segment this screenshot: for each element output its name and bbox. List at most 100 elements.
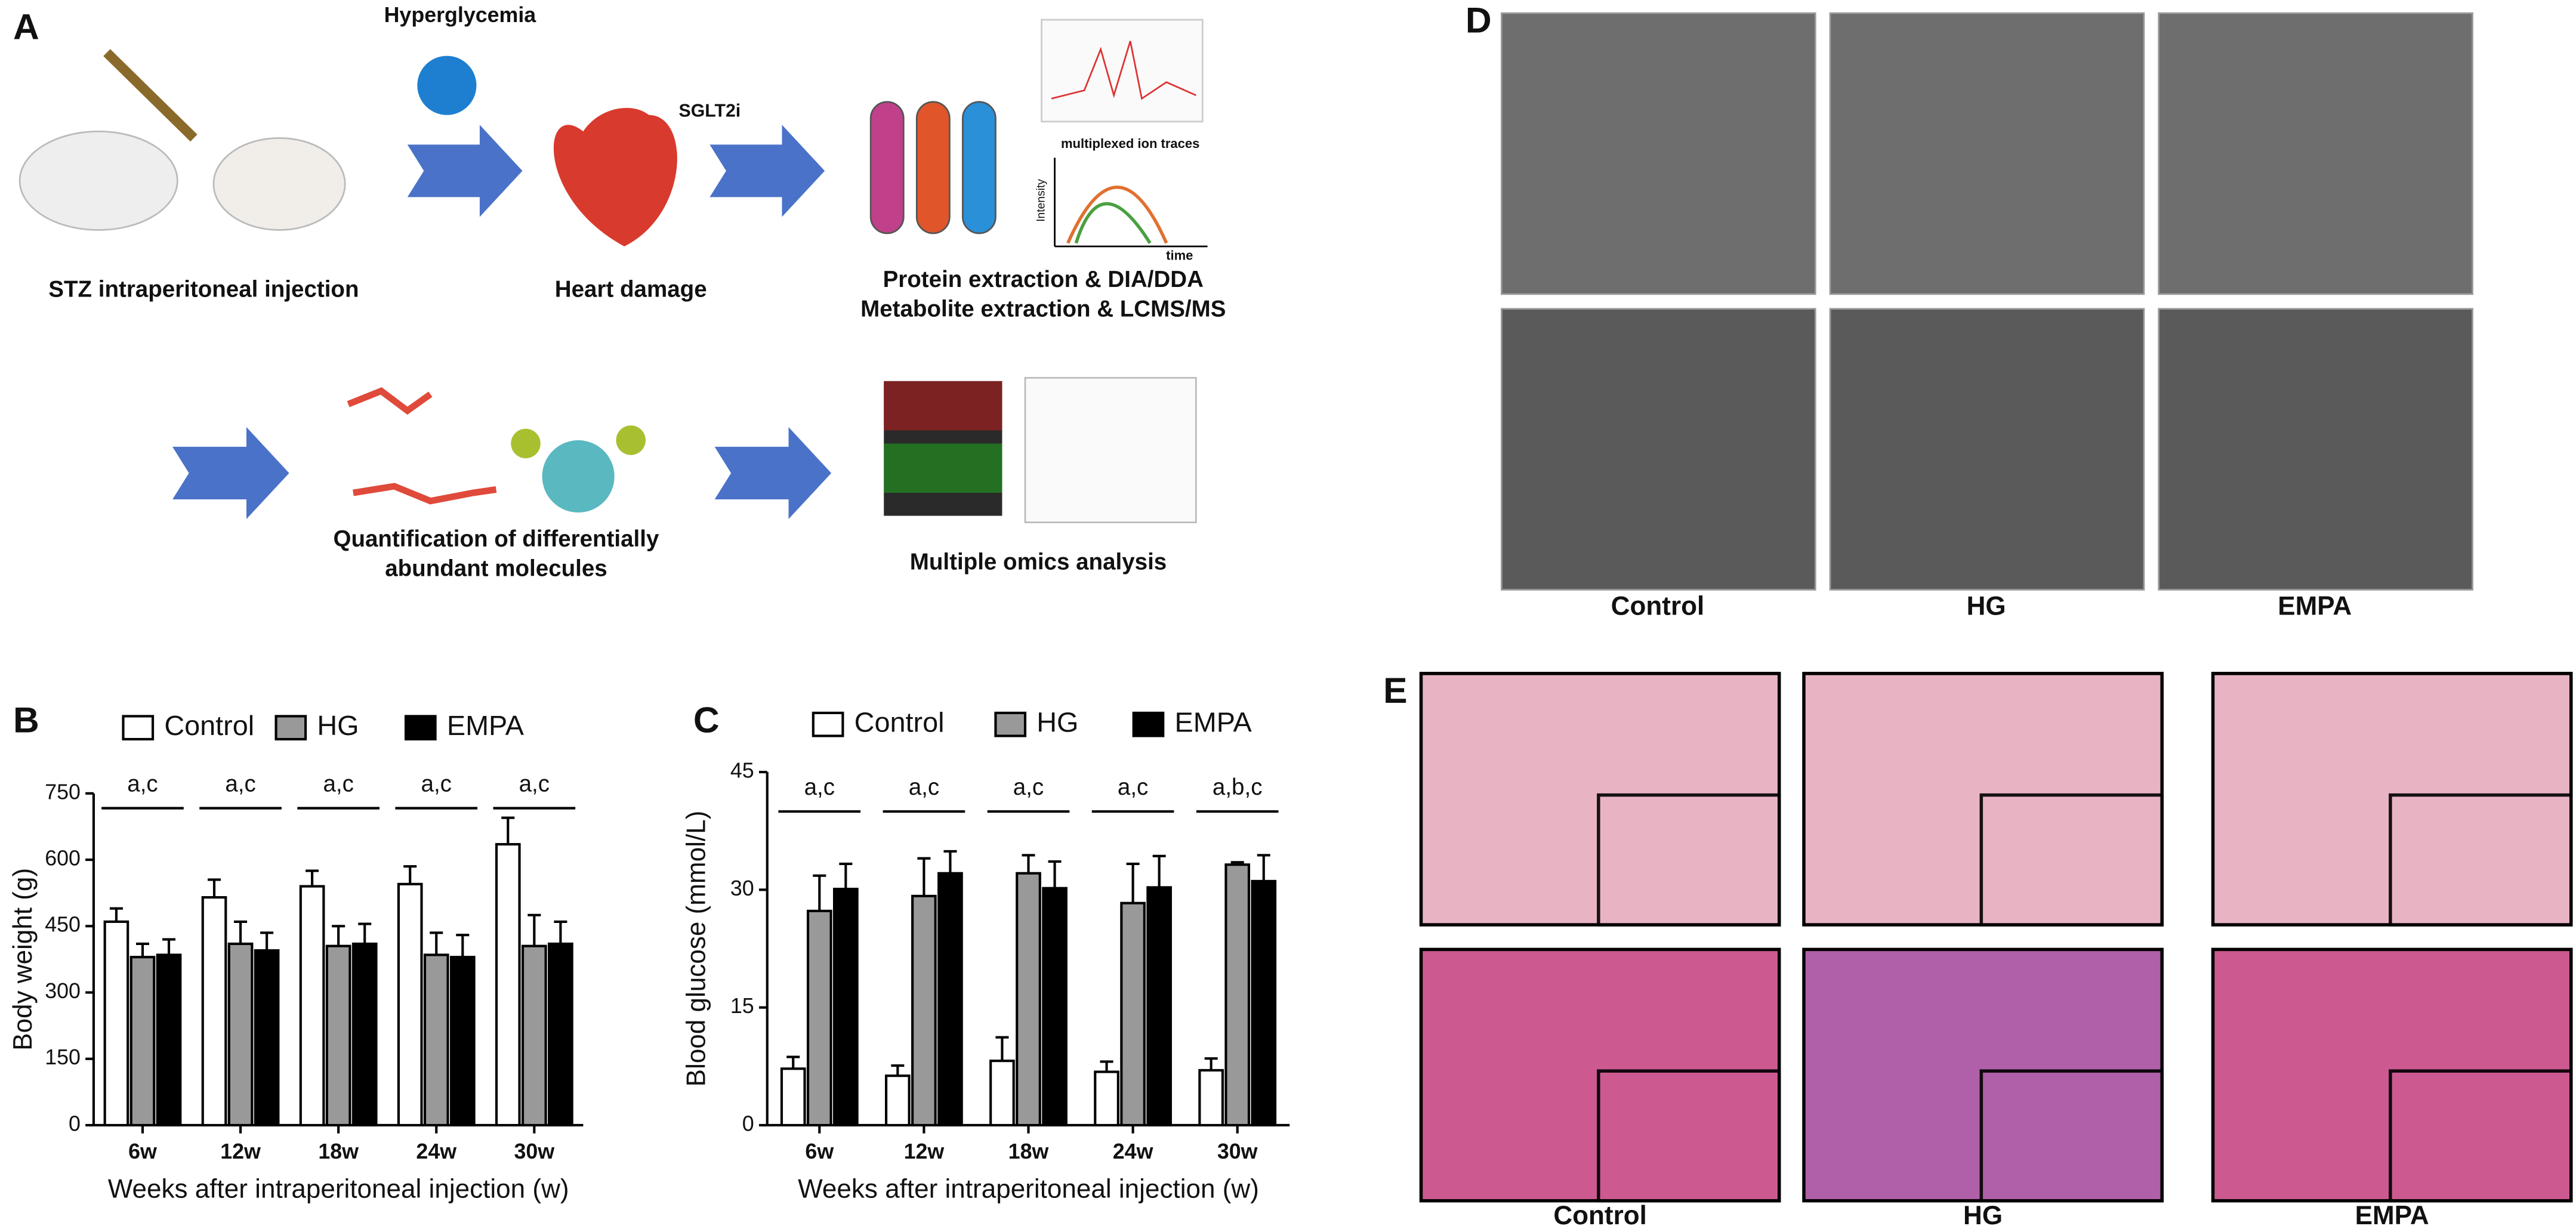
bar bbox=[521, 944, 547, 1127]
legend-swatch bbox=[1132, 711, 1165, 737]
arrow bbox=[172, 427, 289, 520]
histology-inset bbox=[1597, 1069, 1781, 1203]
bar bbox=[201, 896, 227, 1127]
panel-label: C bbox=[693, 699, 720, 740]
step-label: Protein extraction & DIA/DDA bbox=[883, 267, 1204, 292]
bar bbox=[449, 956, 476, 1127]
molecule bbox=[542, 440, 615, 513]
y-tick-label: 15 bbox=[730, 994, 754, 1018]
legend-label: Control bbox=[854, 707, 945, 738]
molecule bbox=[353, 483, 497, 505]
tube bbox=[915, 101, 951, 234]
syringe bbox=[103, 49, 198, 142]
bar bbox=[911, 894, 937, 1127]
histology-inset bbox=[2389, 1069, 2573, 1203]
bar bbox=[1016, 872, 1041, 1127]
small-label: multiplexed ion traces bbox=[1061, 136, 1199, 151]
arrow bbox=[714, 427, 832, 520]
column-label: Control bbox=[1611, 591, 1705, 620]
legend-swatch bbox=[122, 715, 155, 741]
y-axis-label: Body weight (g) bbox=[8, 868, 38, 1051]
panel-label: D bbox=[1466, 0, 1492, 41]
bar bbox=[423, 953, 449, 1127]
significance-label: a,c bbox=[519, 771, 550, 796]
histology-inset bbox=[1597, 793, 1781, 927]
tube bbox=[869, 101, 905, 234]
bar bbox=[1198, 1069, 1224, 1127]
small-label: Intensity bbox=[1035, 179, 1048, 222]
significance-label: a,b,c bbox=[1213, 774, 1263, 800]
step-label: SGLT2i bbox=[679, 101, 741, 121]
y-tick-label: 45 bbox=[730, 759, 754, 783]
legend-swatch bbox=[274, 715, 307, 741]
panel-label: E bbox=[1383, 670, 1407, 711]
rat bbox=[18, 130, 178, 231]
x-tick-label: 30w bbox=[1217, 1140, 1258, 1163]
y-tick-label: 300 bbox=[45, 979, 81, 1003]
y-tick-label: 600 bbox=[45, 847, 81, 870]
step-label: STZ intraperitoneal injection bbox=[48, 277, 359, 302]
panel-label: B bbox=[13, 699, 39, 740]
x-axis-label: Weeks after intraperitoneal injection (w… bbox=[798, 1175, 1259, 1204]
bar bbox=[495, 843, 521, 1127]
bar bbox=[780, 1067, 806, 1127]
heatmap bbox=[884, 443, 1002, 493]
y-tick-label: 0 bbox=[69, 1111, 81, 1135]
molecule bbox=[511, 428, 541, 459]
step-label: Multiple omics analysis bbox=[910, 549, 1167, 575]
bar bbox=[989, 1060, 1015, 1127]
histology-inset bbox=[2389, 793, 2573, 927]
workflow-art bbox=[18, 18, 1208, 523]
x-tick-label: 12w bbox=[904, 1140, 945, 1163]
bar bbox=[1094, 1070, 1119, 1127]
significance-label: a,c bbox=[909, 774, 939, 800]
step-label: Metabolite extraction & LCMS/MS bbox=[860, 297, 1226, 322]
em-image bbox=[1501, 308, 1816, 591]
y-tick-label: 450 bbox=[45, 913, 81, 937]
step-label: Hyperglycemia bbox=[384, 3, 537, 27]
step-label: abundant molecules bbox=[385, 556, 607, 582]
x-tick-label: 24w bbox=[416, 1140, 456, 1163]
em-image bbox=[2158, 12, 2473, 295]
em-image bbox=[1829, 308, 2145, 591]
y-tick-label: 150 bbox=[45, 1045, 81, 1069]
step-label: Heart damage bbox=[555, 277, 707, 302]
bar bbox=[103, 920, 129, 1127]
heart bbox=[553, 107, 677, 247]
x-tick-label: 6w bbox=[805, 1140, 834, 1163]
em-image bbox=[1829, 12, 2145, 295]
legend-label: HG bbox=[1036, 707, 1078, 738]
pathway-map bbox=[1024, 376, 1197, 523]
molecule bbox=[616, 425, 646, 455]
column-label: HG bbox=[1963, 1201, 2003, 1230]
tube bbox=[961, 101, 997, 234]
rat bbox=[212, 137, 346, 231]
bar bbox=[1251, 879, 1277, 1127]
trace bbox=[1066, 186, 1168, 244]
bar bbox=[806, 909, 832, 1127]
column-label: EMPA bbox=[2278, 591, 2352, 620]
legend-label: Control bbox=[164, 710, 254, 741]
x-tick-label: 18w bbox=[1008, 1140, 1049, 1163]
molecule bbox=[347, 387, 433, 415]
significance-label: a,c bbox=[804, 774, 835, 800]
significance-label: a,c bbox=[421, 771, 452, 796]
x-axis-label: Weeks after intraperitoneal injection (w… bbox=[108, 1175, 569, 1204]
bar bbox=[1042, 887, 1068, 1127]
bar bbox=[129, 956, 156, 1127]
bar bbox=[325, 944, 351, 1127]
bar bbox=[1224, 863, 1251, 1127]
legend-label: EMPA bbox=[1175, 707, 1252, 738]
bar bbox=[254, 949, 280, 1127]
bar bbox=[548, 942, 573, 1127]
bar bbox=[351, 942, 378, 1127]
histology-inset bbox=[1979, 1069, 2164, 1203]
x-tick-label: 12w bbox=[220, 1140, 261, 1163]
em-image bbox=[2158, 308, 2473, 591]
arrow bbox=[709, 125, 825, 217]
y-axis-label: Blood glucose (mmol/L) bbox=[682, 811, 711, 1087]
significance-label: a,c bbox=[1118, 774, 1148, 800]
bar bbox=[885, 1074, 911, 1127]
legend-swatch bbox=[404, 715, 437, 741]
y-tick-label: 30 bbox=[730, 876, 754, 900]
